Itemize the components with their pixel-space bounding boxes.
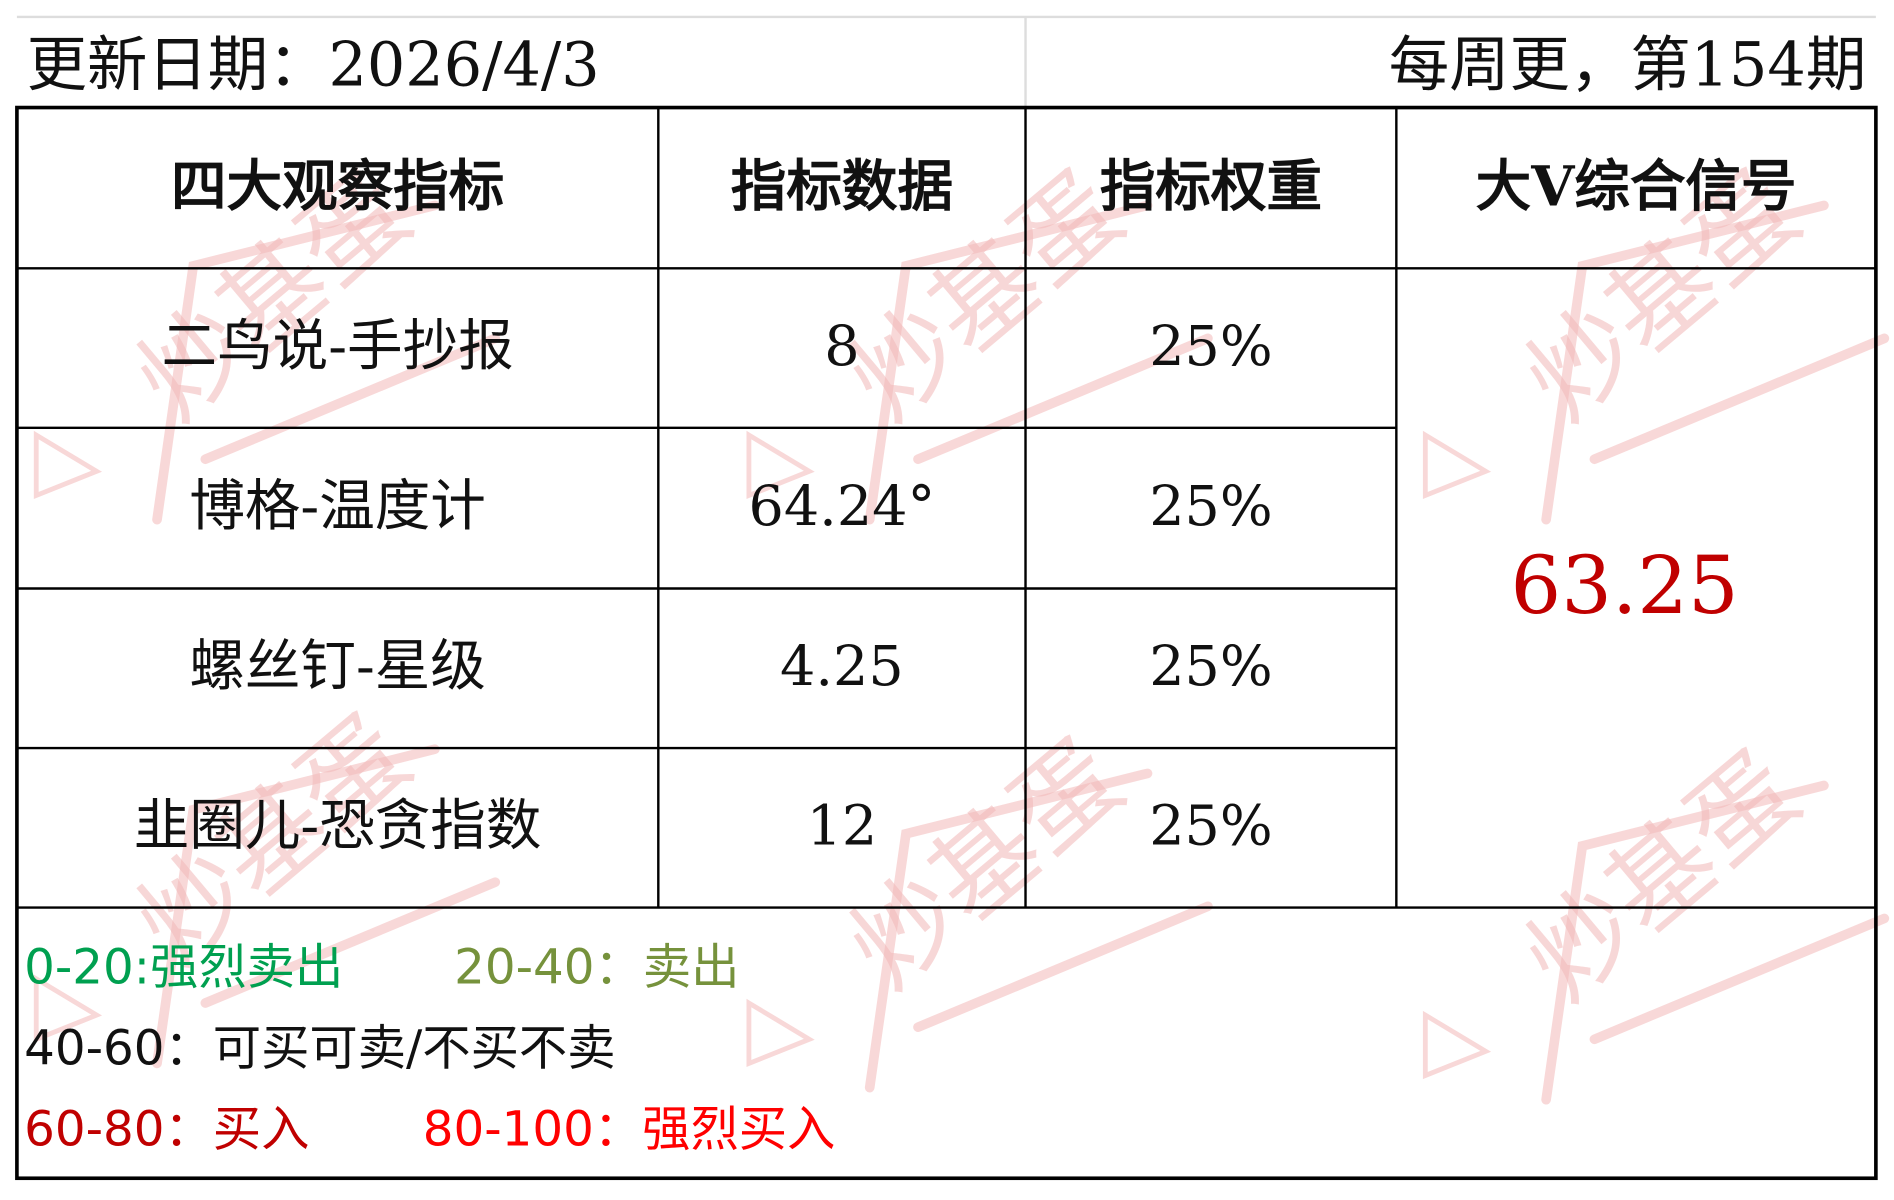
watermark-triangle [746,430,815,500]
legend-item: 40-60：可买可卖/不买不卖 [24,1020,615,1076]
watermark-chevron [200,333,501,465]
column-header: 大V综合信号 [1476,155,1797,220]
watermark-chevron [913,333,1213,465]
table-cell: 12 [807,794,878,859]
update-date: 更新日期：2026/4/3 [27,31,600,101]
watermark-triangle [746,998,815,1068]
table-cell: 25% [1149,634,1272,699]
watermark-triangle [33,430,103,500]
legend-item: 0-20:强烈卖出 [24,939,343,995]
watermark-chevron [152,744,440,1069]
watermark-chevron [864,768,1153,1093]
legend-item: 80-100：强烈买入 [423,1101,836,1157]
legend: 0-20:强烈卖出 20-40：卖出 40-60：可买可卖/不买不卖 60-80：买入… [24,939,835,1157]
table-cell: 韭圈儿-恐贪指数 [134,794,542,859]
watermark-chevron [152,200,440,525]
watermark-chevron [913,901,1213,1033]
watermark-chevron [1589,913,1890,1045]
table-border [15,105,1878,1181]
table-cell: 博格-温度计 [189,474,486,539]
watermark-chevron [1541,200,1829,525]
watermark-chevron [200,877,501,1008]
watermark-text: 炒基蛋 [828,718,1144,1011]
table-cell: 螺丝钉-星级 [189,634,486,699]
legend-item: 60-80：买入 [24,1101,309,1157]
table-cell: 二鸟说-手抄报 [162,314,514,379]
watermark-triangle [33,974,103,1043]
table-cell: 64.24° [749,474,936,539]
table-cell: 25% [1149,314,1272,379]
table-cell: 25% [1149,794,1272,859]
table-cell: 4.25 [780,634,904,699]
watermark-chevron [864,200,1153,525]
table-cell: 8 [824,314,859,379]
legend-item: 20-40：卖出 [454,939,739,995]
watermark-chevron [1589,333,1890,465]
watermark-triangle [1422,430,1492,500]
watermark-chevron [1541,780,1829,1105]
table-grid [16,108,1876,909]
column-header: 指标权重 [1100,155,1322,220]
column-header: 指标数据 [731,155,953,220]
signal-value: 63.25 [1511,539,1739,632]
issue-number: 每周更，第154期 [1389,31,1867,101]
watermark-triangle [1422,1010,1492,1080]
table-cell: 25% [1149,474,1272,539]
watermark-text: 炒基蛋 [1504,730,1820,1023]
column-header: 四大观察指标 [171,155,504,220]
